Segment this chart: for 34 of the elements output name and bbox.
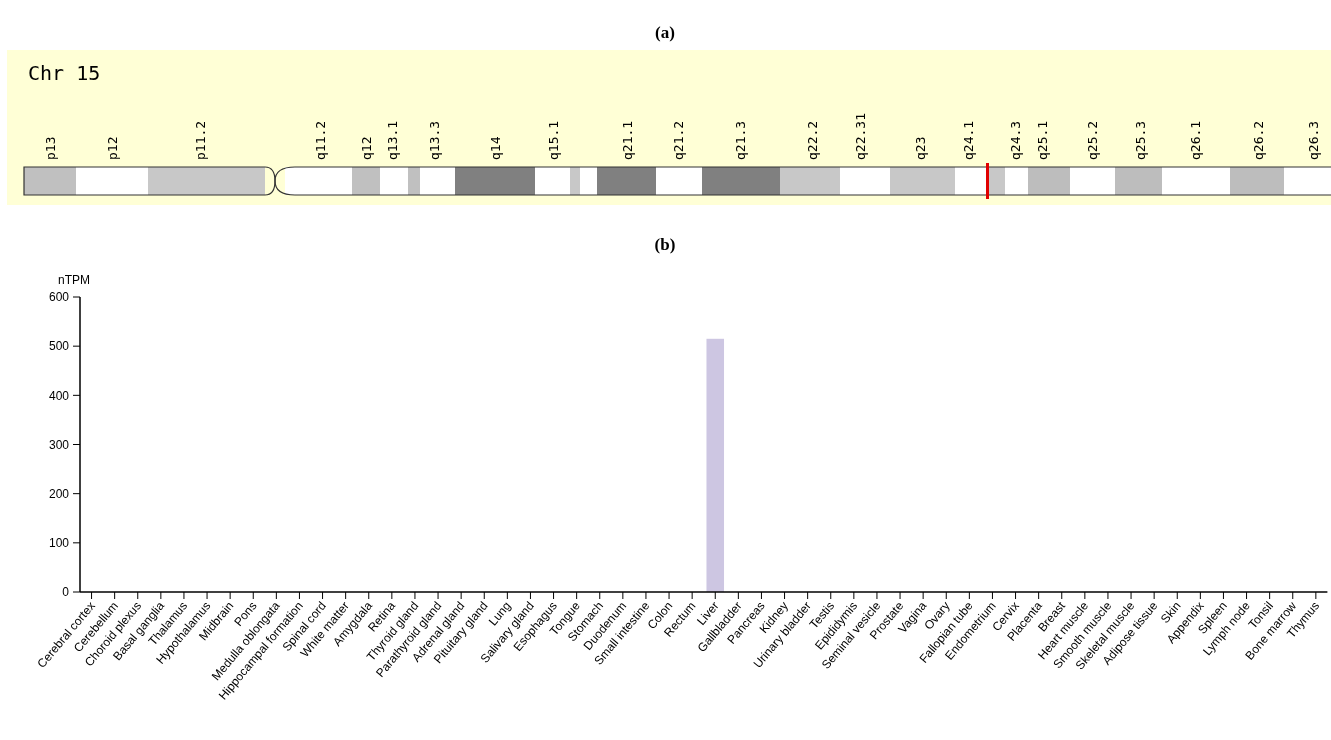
y-tick-label: 500 — [48, 339, 70, 354]
y-tick-label: 600 — [48, 290, 70, 305]
chart-title: (b) — [654, 235, 676, 254]
text: q21.2 — [671, 120, 686, 160]
text: q25.2 — [1085, 120, 1100, 160]
text: q22.2 — [805, 120, 820, 160]
text: q14 — [488, 136, 503, 160]
y-tick-label: 100 — [48, 536, 70, 551]
text: q13.3 — [427, 120, 442, 160]
text: q26.1 — [1188, 120, 1203, 160]
text: q23 — [913, 136, 928, 160]
y-tick-label: 400 — [48, 388, 70, 403]
text: q22.31 — [853, 113, 868, 160]
y-axis-title: nTPM — [58, 273, 91, 287]
text: q26.2 — [1251, 120, 1266, 160]
text: q26.3 — [1306, 120, 1321, 160]
text: q13.1 — [385, 120, 400, 160]
text: q15.1 — [546, 120, 561, 160]
text: p11.2 — [193, 120, 208, 160]
text: q11.2 — [313, 120, 328, 160]
text: q12 — [359, 136, 374, 160]
text: q24.1 — [961, 120, 976, 160]
text: (a) — [655, 23, 675, 42]
y-tick-label: 300 — [48, 437, 70, 452]
text: q21.3 — [733, 120, 748, 160]
text: q24.3 — [1008, 120, 1023, 160]
text: q21.1 — [620, 120, 635, 160]
text: Chr 15 — [28, 61, 101, 85]
text: p13 — [43, 136, 58, 160]
text: q25.1 — [1035, 120, 1050, 160]
text: p12 — [105, 136, 120, 160]
text: q25.3 — [1133, 120, 1148, 160]
y-tick-label: 0 — [62, 585, 70, 600]
y-tick-label: 200 — [48, 486, 70, 501]
